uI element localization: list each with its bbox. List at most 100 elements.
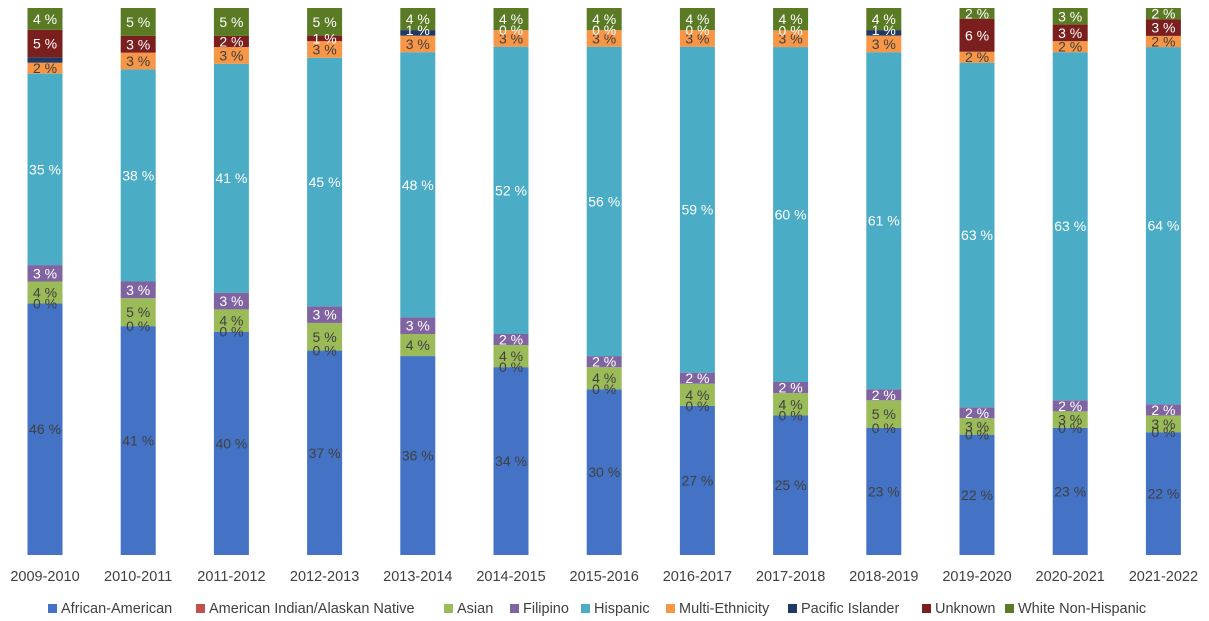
data-label-hispanic-2017-2018: 60 % (775, 207, 807, 223)
data-label-unknown-2017-2018: 0 % (779, 22, 803, 38)
bar-segment-asian-2015-2016 (586, 367, 622, 390)
bar-segment-asian-2018-2019 (866, 400, 902, 428)
bar-segment-pacific-islander-2009-2010 (27, 57, 63, 63)
bar-segment-multi-ethnicity-2021-2022 (1145, 35, 1181, 48)
data-label-unknown-2012-2013: 1 % (313, 30, 337, 46)
bar-segment-multi-ethnicity-2019-2020 (959, 51, 995, 63)
bar-segment-filipino-2011-2012 (213, 292, 249, 310)
bar-segment-asian-2010-2011 (120, 298, 156, 327)
bar-segment-filipino-2017-2018 (773, 381, 809, 394)
data-label-asian-2015-2016: 4 % (592, 370, 616, 386)
x-tick-label: 2020-2021 (1036, 569, 1105, 585)
data-label-white-non-hispanic-2013-2014: 4 % (406, 11, 430, 27)
bar-segment-unknown-2012-2013 (307, 35, 343, 42)
bar-segment-white-non-hispanic-2016-2017 (679, 8, 715, 31)
data-label-unknown-2009-2010: 5 % (33, 36, 57, 52)
bar-segment-multi-ethnicity-2010-2011 (120, 52, 156, 70)
bar-segment-african-american-2012-2013 (307, 350, 343, 555)
data-label-hispanic-2016-2017: 59 % (681, 202, 713, 218)
bar-segment-filipino-2014-2015 (493, 333, 529, 346)
bar-segment-white-non-hispanic-2015-2016 (586, 8, 622, 31)
data-label-unknown-2021-2022: 3 % (1151, 20, 1175, 36)
bar-segment-hispanic-2011-2012 (213, 63, 249, 293)
data-label-multi-ethnicity-2011-2012: 3 % (219, 47, 243, 63)
data-label-african-american-2009-2010: 46 % (29, 421, 61, 437)
data-label-filipino-2016-2017: 2 % (685, 370, 709, 386)
data-label-unknown-2014-2015: 0 % (499, 22, 523, 38)
bar-segment-unknown-2020-2021 (1052, 24, 1088, 42)
data-label-white-non-hispanic-2018-2019: 4 % (872, 11, 896, 27)
bar-segment-white-non-hispanic-2020-2021 (1052, 8, 1088, 25)
bar-segment-filipino-2010-2011 (120, 281, 156, 299)
bar-segment-unknown-2010-2011 (120, 35, 156, 53)
bar-segment-filipino-2015-2016 (586, 356, 622, 368)
segment-labels-group: 46 %0 %4 %3 %35 %2 %5 %4 %41 %0 %5 %3 %3… (29, 5, 1179, 502)
legend-label-asian: Asian (457, 601, 493, 617)
bar-segment-white-non-hispanic-2019-2020 (959, 8, 995, 19)
bar-segment-unknown-2021-2022 (1145, 19, 1181, 36)
bar-segment-hispanic-2013-2014 (400, 52, 436, 318)
data-label-african-american-2020-2021: 23 % (1054, 483, 1086, 499)
bar-segment-multi-ethnicity-2009-2010 (27, 62, 63, 74)
data-label-filipino-2021-2022: 2 % (1151, 402, 1175, 418)
data-label-asian-2017-2018: 4 % (779, 396, 803, 412)
data-label-multi-ethnicity-2012-2013: 3 % (313, 41, 337, 57)
bar-segment-hispanic-2021-2022 (1145, 47, 1181, 405)
x-tick-label: 2014-2015 (476, 569, 545, 585)
bar-segment-asian-2014-2015 (493, 345, 529, 368)
data-label-multi-ethnicity-2016-2017: 3 % (685, 30, 709, 46)
bar-segment-hispanic-2009-2010 (27, 73, 63, 266)
bar-segment-white-non-hispanic-2017-2018 (773, 8, 809, 31)
x-tick-label: 2021-2022 (1129, 569, 1198, 585)
data-label-filipino-2013-2014: 3 % (406, 318, 430, 334)
data-label-white-non-hispanic-2011-2012: 5 % (219, 14, 243, 30)
data-label-hispanic-2011-2012: 41 % (215, 170, 247, 186)
bar-segment-filipino-2019-2020 (959, 407, 995, 419)
bar-segment-african-american-2011-2012 (213, 331, 249, 555)
data-label-hispanic-2019-2020: 63 % (961, 227, 993, 243)
x-tick-label: 2013-2014 (383, 569, 452, 585)
data-label-white-non-hispanic-2009-2010: 4 % (33, 11, 57, 27)
bar-segment-asian-2017-2018 (773, 393, 809, 416)
bar-segment-filipino-2018-2019 (866, 389, 902, 401)
bar-segment-multi-ethnicity-2012-2013 (307, 41, 343, 58)
x-tick-label: 2019-2020 (942, 569, 1011, 585)
data-label-filipino-2010-2011: 3 % (126, 282, 150, 298)
bar-segment-hispanic-2019-2020 (959, 62, 995, 408)
data-label-unknown-2020-2021: 3 % (1058, 25, 1082, 41)
legend-label-hispanic: Hispanic (594, 601, 650, 617)
bar-segment-white-non-hispanic-2010-2011 (120, 8, 156, 36)
data-label-filipino-2011-2012: 3 % (219, 293, 243, 309)
bar-segment-asian-2012-2013 (307, 322, 343, 351)
data-label-american-indian-alaskan-native-2010-2011: 0 % (126, 318, 150, 334)
legend-swatch-white-non-hispanic (1005, 604, 1014, 613)
legend-label-african-american: African-American (61, 601, 172, 617)
bar-segment-multi-ethnicity-2018-2019 (866, 35, 902, 53)
bar-segment-filipino-2016-2017 (679, 372, 715, 384)
data-label-filipino-2015-2016: 2 % (592, 354, 616, 370)
data-label-african-american-2018-2019: 23 % (868, 483, 900, 499)
x-tick-label: 2011-2012 (197, 569, 265, 585)
data-label-multi-ethnicity-2009-2010: 2 % (33, 60, 57, 76)
bar-segment-white-non-hispanic-2018-2019 (866, 8, 902, 31)
bar-segment-african-american-2015-2016 (586, 389, 622, 555)
data-label-hispanic-2021-2022: 64 % (1147, 218, 1179, 234)
bar-segment-white-non-hispanic-2013-2014 (400, 8, 436, 31)
data-label-multi-ethnicity-2015-2016: 3 % (592, 30, 616, 46)
data-label-african-american-2015-2016: 30 % (588, 464, 620, 480)
bar-segment-hispanic-2012-2013 (307, 57, 343, 307)
bar-segment-african-american-2009-2010 (27, 303, 63, 555)
data-label-asian-2016-2017: 4 % (685, 387, 709, 403)
data-label-white-non-hispanic-2012-2013: 5 % (313, 14, 337, 30)
data-label-american-indian-alaskan-native-2016-2017: 0 % (685, 398, 709, 414)
data-label-asian-2012-2013: 5 % (313, 329, 337, 345)
bar-segment-unknown-2019-2020 (959, 18, 995, 52)
legend-label-multi-ethnicity: Multi-Ethnicity (679, 601, 770, 617)
data-label-african-american-2016-2017: 27 % (681, 472, 713, 488)
data-label-multi-ethnicity-2019-2020: 2 % (965, 49, 989, 65)
data-label-multi-ethnicity-2018-2019: 3 % (872, 36, 896, 52)
bar-segment-african-american-2017-2018 (773, 415, 809, 555)
bar-segment-multi-ethnicity-2017-2018 (773, 30, 809, 48)
data-label-filipino-2017-2018: 2 % (779, 380, 803, 396)
data-label-american-indian-alaskan-native-2012-2013: 0 % (313, 343, 337, 359)
